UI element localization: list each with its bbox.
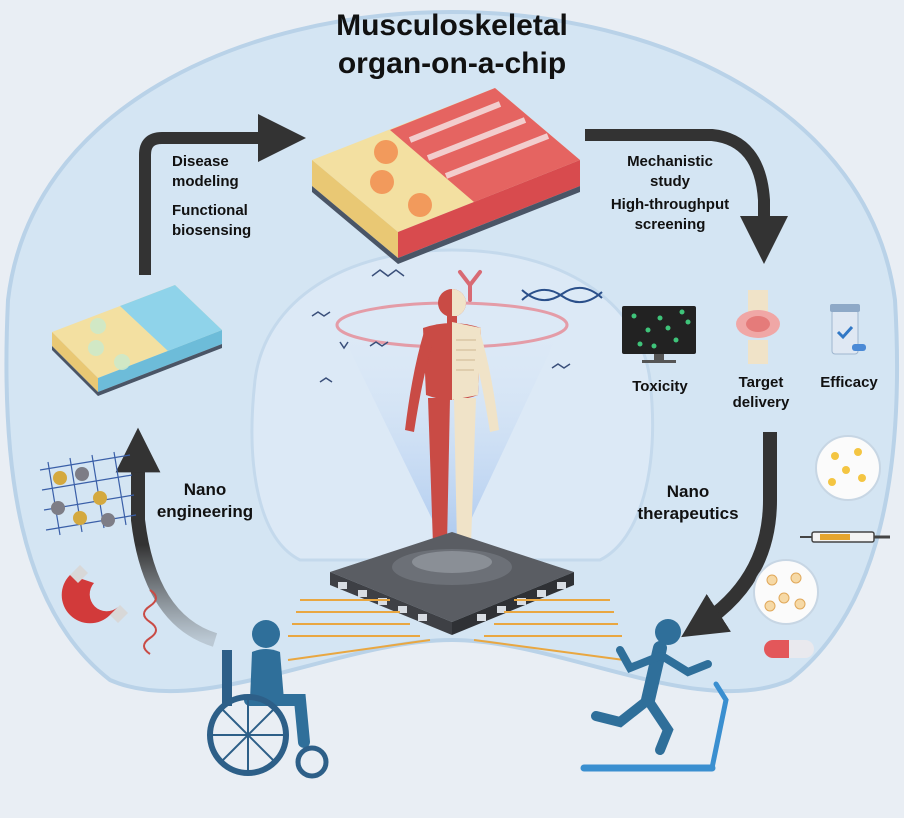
antibody-icon	[458, 270, 482, 302]
label-nano-therapeutics-line-1: Nano	[666, 482, 710, 501]
label-mechanistic-line-2: study	[649, 173, 690, 190]
arrow-top-right	[585, 129, 788, 264]
label-efficacy: Efficacy	[820, 374, 878, 391]
arrow-right-down	[681, 432, 777, 638]
label-nano-therapeutics-line-2: therapeutics	[637, 504, 739, 523]
liposome-icon	[753, 559, 819, 625]
hologram-beam	[340, 330, 560, 560]
wheelchair-user-icon	[207, 620, 329, 779]
label-screening-line-1: High-throughput	[610, 196, 730, 213]
label-mechanistic-line-1: Mechanistic	[627, 153, 713, 170]
microchip-icon	[330, 532, 574, 635]
label-toxicity: Toxicity	[632, 378, 688, 395]
chip-wires	[287, 599, 625, 661]
label-functional-line-2: biosensing	[172, 222, 252, 239]
dna-icon	[521, 287, 603, 303]
label-functional-line-1: Functional	[172, 202, 248, 219]
label-target-line-1: Target	[738, 374, 784, 391]
label-nano-engineering-line-2: engineering	[156, 502, 254, 521]
syringe-icon	[800, 531, 890, 543]
title-line-1: Musculoskeletal	[336, 9, 568, 42]
monitor-cells-icon	[622, 306, 696, 363]
arrow-left-up	[115, 427, 218, 647]
arrow-top-left	[139, 114, 306, 275]
label-disease-line-2: modeling	[172, 173, 239, 190]
capsule-icon	[764, 640, 814, 658]
small-organ-chip-icon	[52, 285, 222, 396]
label-screening-line-2: screening	[634, 216, 706, 233]
title-line-2: organ-on-a-chip	[337, 47, 567, 80]
helix-fiber-icon	[143, 589, 157, 655]
medicine-bottle-icon	[830, 304, 866, 355]
label-target-line-2: delivery	[732, 394, 790, 411]
nanoparticle-icon	[815, 435, 881, 501]
label-disease-line-1: Disease	[172, 153, 229, 170]
label-nano-engineering-line-1: Nano	[183, 480, 227, 499]
molecule-icons	[311, 269, 571, 383]
human-anatomy-icon	[405, 289, 499, 545]
magnet-icon	[61, 565, 128, 624]
nanofiber-mesh-icon	[39, 451, 137, 536]
treadmill-runner-icon	[580, 619, 729, 772]
organ-chip-icon	[312, 88, 580, 264]
knee-joint-icon	[736, 290, 780, 364]
